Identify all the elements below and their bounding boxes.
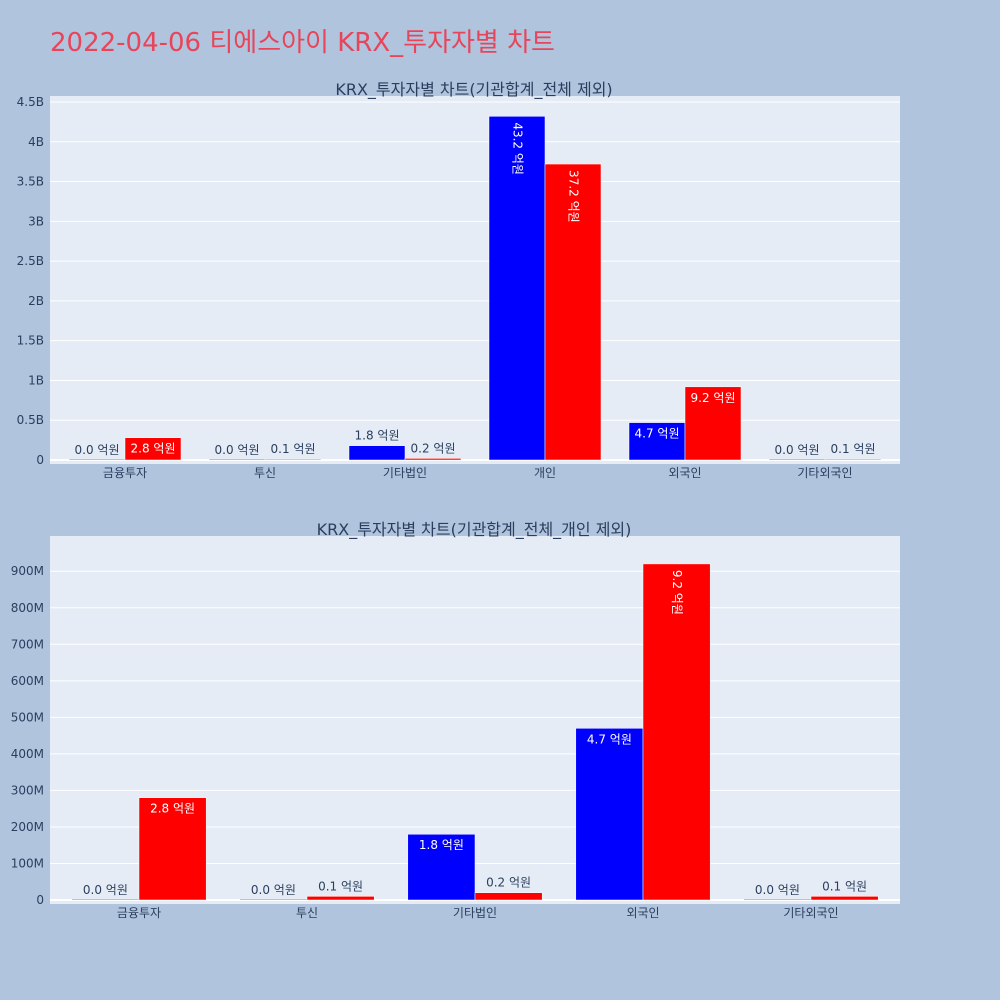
bar	[407, 833, 476, 901]
x-tick-label: 기타법인	[383, 466, 427, 480]
y-tick-label: 1.5B	[17, 334, 44, 348]
y-tick-label: 900M	[11, 564, 44, 578]
data-label: 4.7 억원	[635, 427, 680, 441]
y-tick-label: 200M	[11, 820, 44, 834]
x-tick-label: 기타외국인	[783, 906, 838, 920]
x-tick-label: 투신	[254, 466, 276, 480]
bar	[71, 898, 140, 901]
data-label: 1.8 억원	[355, 429, 400, 443]
y-tick-label: 800M	[11, 601, 44, 615]
y-tick-label: 4B	[28, 135, 44, 149]
bar	[544, 163, 602, 461]
data-label: 0.1 억원	[822, 879, 867, 893]
data-label: 2.8 억원	[150, 802, 195, 816]
data-label: 0.0 억원	[83, 883, 128, 897]
data-label: 9.2 억원	[670, 570, 684, 615]
y-tick-label: 2B	[28, 294, 44, 308]
data-label: 1.8 억원	[419, 838, 464, 852]
bar	[208, 458, 266, 461]
bar	[743, 898, 812, 901]
y-tick-label: 500M	[11, 710, 44, 724]
bar	[642, 563, 711, 901]
y-tick-label: 4.5B	[17, 95, 44, 109]
data-label: 9.2 억원	[691, 391, 736, 405]
x-tick-label: 외국인	[626, 906, 659, 920]
data-label: 0.0 억원	[755, 883, 800, 897]
y-tick-label: 0.5B	[17, 413, 44, 427]
chart-title: KRX_투자자별 차트(기관합계_전체_개인 제외)	[317, 520, 632, 540]
x-tick-label: 외국인	[668, 466, 701, 480]
x-tick-label: 금융투자	[117, 906, 161, 920]
chart-top: 0 0.5B 1B 1.5B 2B 2.5B 3B 3.5B 4B 4.5B KRX_투자자별 차트…	[17, 80, 900, 480]
bar	[628, 422, 686, 461]
y-tick-label: 100M	[11, 856, 44, 870]
bar	[138, 797, 207, 901]
y-tick-label: 2.5B	[17, 254, 44, 268]
bar	[124, 437, 182, 461]
y-tick-label: 3B	[28, 214, 44, 228]
x-tick-label: 기타외국인	[797, 466, 852, 480]
y-tick-label: 400M	[11, 747, 44, 761]
bar	[684, 386, 742, 461]
bar	[68, 458, 126, 461]
bar	[239, 898, 308, 901]
x-tick-label: 개인	[534, 466, 556, 480]
data-label: 0.2 억원	[411, 441, 456, 455]
bar	[824, 458, 882, 461]
y-tick-label: 300M	[11, 783, 44, 797]
bar	[575, 728, 644, 901]
bar	[810, 896, 879, 901]
data-label: 0.0 억원	[775, 443, 820, 457]
y-tick-label: 0	[36, 893, 44, 907]
plot-area	[50, 96, 900, 464]
data-label: 0.1 억원	[318, 879, 363, 893]
y-tick-label: 700M	[11, 637, 44, 651]
x-tick-label: 기타법인	[453, 906, 497, 920]
y-tick-label: 600M	[11, 674, 44, 688]
data-label: 0.1 억원	[831, 442, 876, 456]
bar	[348, 445, 406, 461]
bar	[488, 116, 546, 461]
data-label: 43.2 억원	[511, 122, 525, 175]
bar	[404, 458, 462, 461]
bar	[768, 458, 826, 461]
data-label: 37.2 억원	[567, 170, 581, 223]
data-label: 0.0 억원	[251, 883, 296, 897]
page-title: 2022-04-06 티에스아이 KRX_투자자별 차트	[50, 28, 555, 58]
chart-bottom: 0 100M 200M 300M 400M 500M 600M 700M 800M 900M KRX…	[11, 520, 900, 920]
bar	[306, 896, 375, 901]
bar	[264, 458, 322, 461]
x-tick-label: 금융투자	[103, 466, 147, 480]
bar	[474, 892, 543, 901]
x-tick-label: 투신	[296, 906, 318, 920]
data-label: 0.2 억원	[486, 876, 531, 890]
data-label: 0.1 억원	[271, 442, 316, 456]
data-label: 4.7 억원	[587, 732, 632, 746]
data-label: 0.0 억원	[75, 443, 120, 457]
y-tick-label: 0	[36, 453, 44, 467]
data-label: 0.0 억원	[215, 443, 260, 457]
y-tick-label: 1B	[28, 373, 44, 387]
chart-title: KRX_투자자별 차트(기관합계_전체 제외)	[335, 80, 612, 100]
y-tick-label: 3.5B	[17, 175, 44, 189]
data-label: 2.8 억원	[131, 442, 176, 456]
